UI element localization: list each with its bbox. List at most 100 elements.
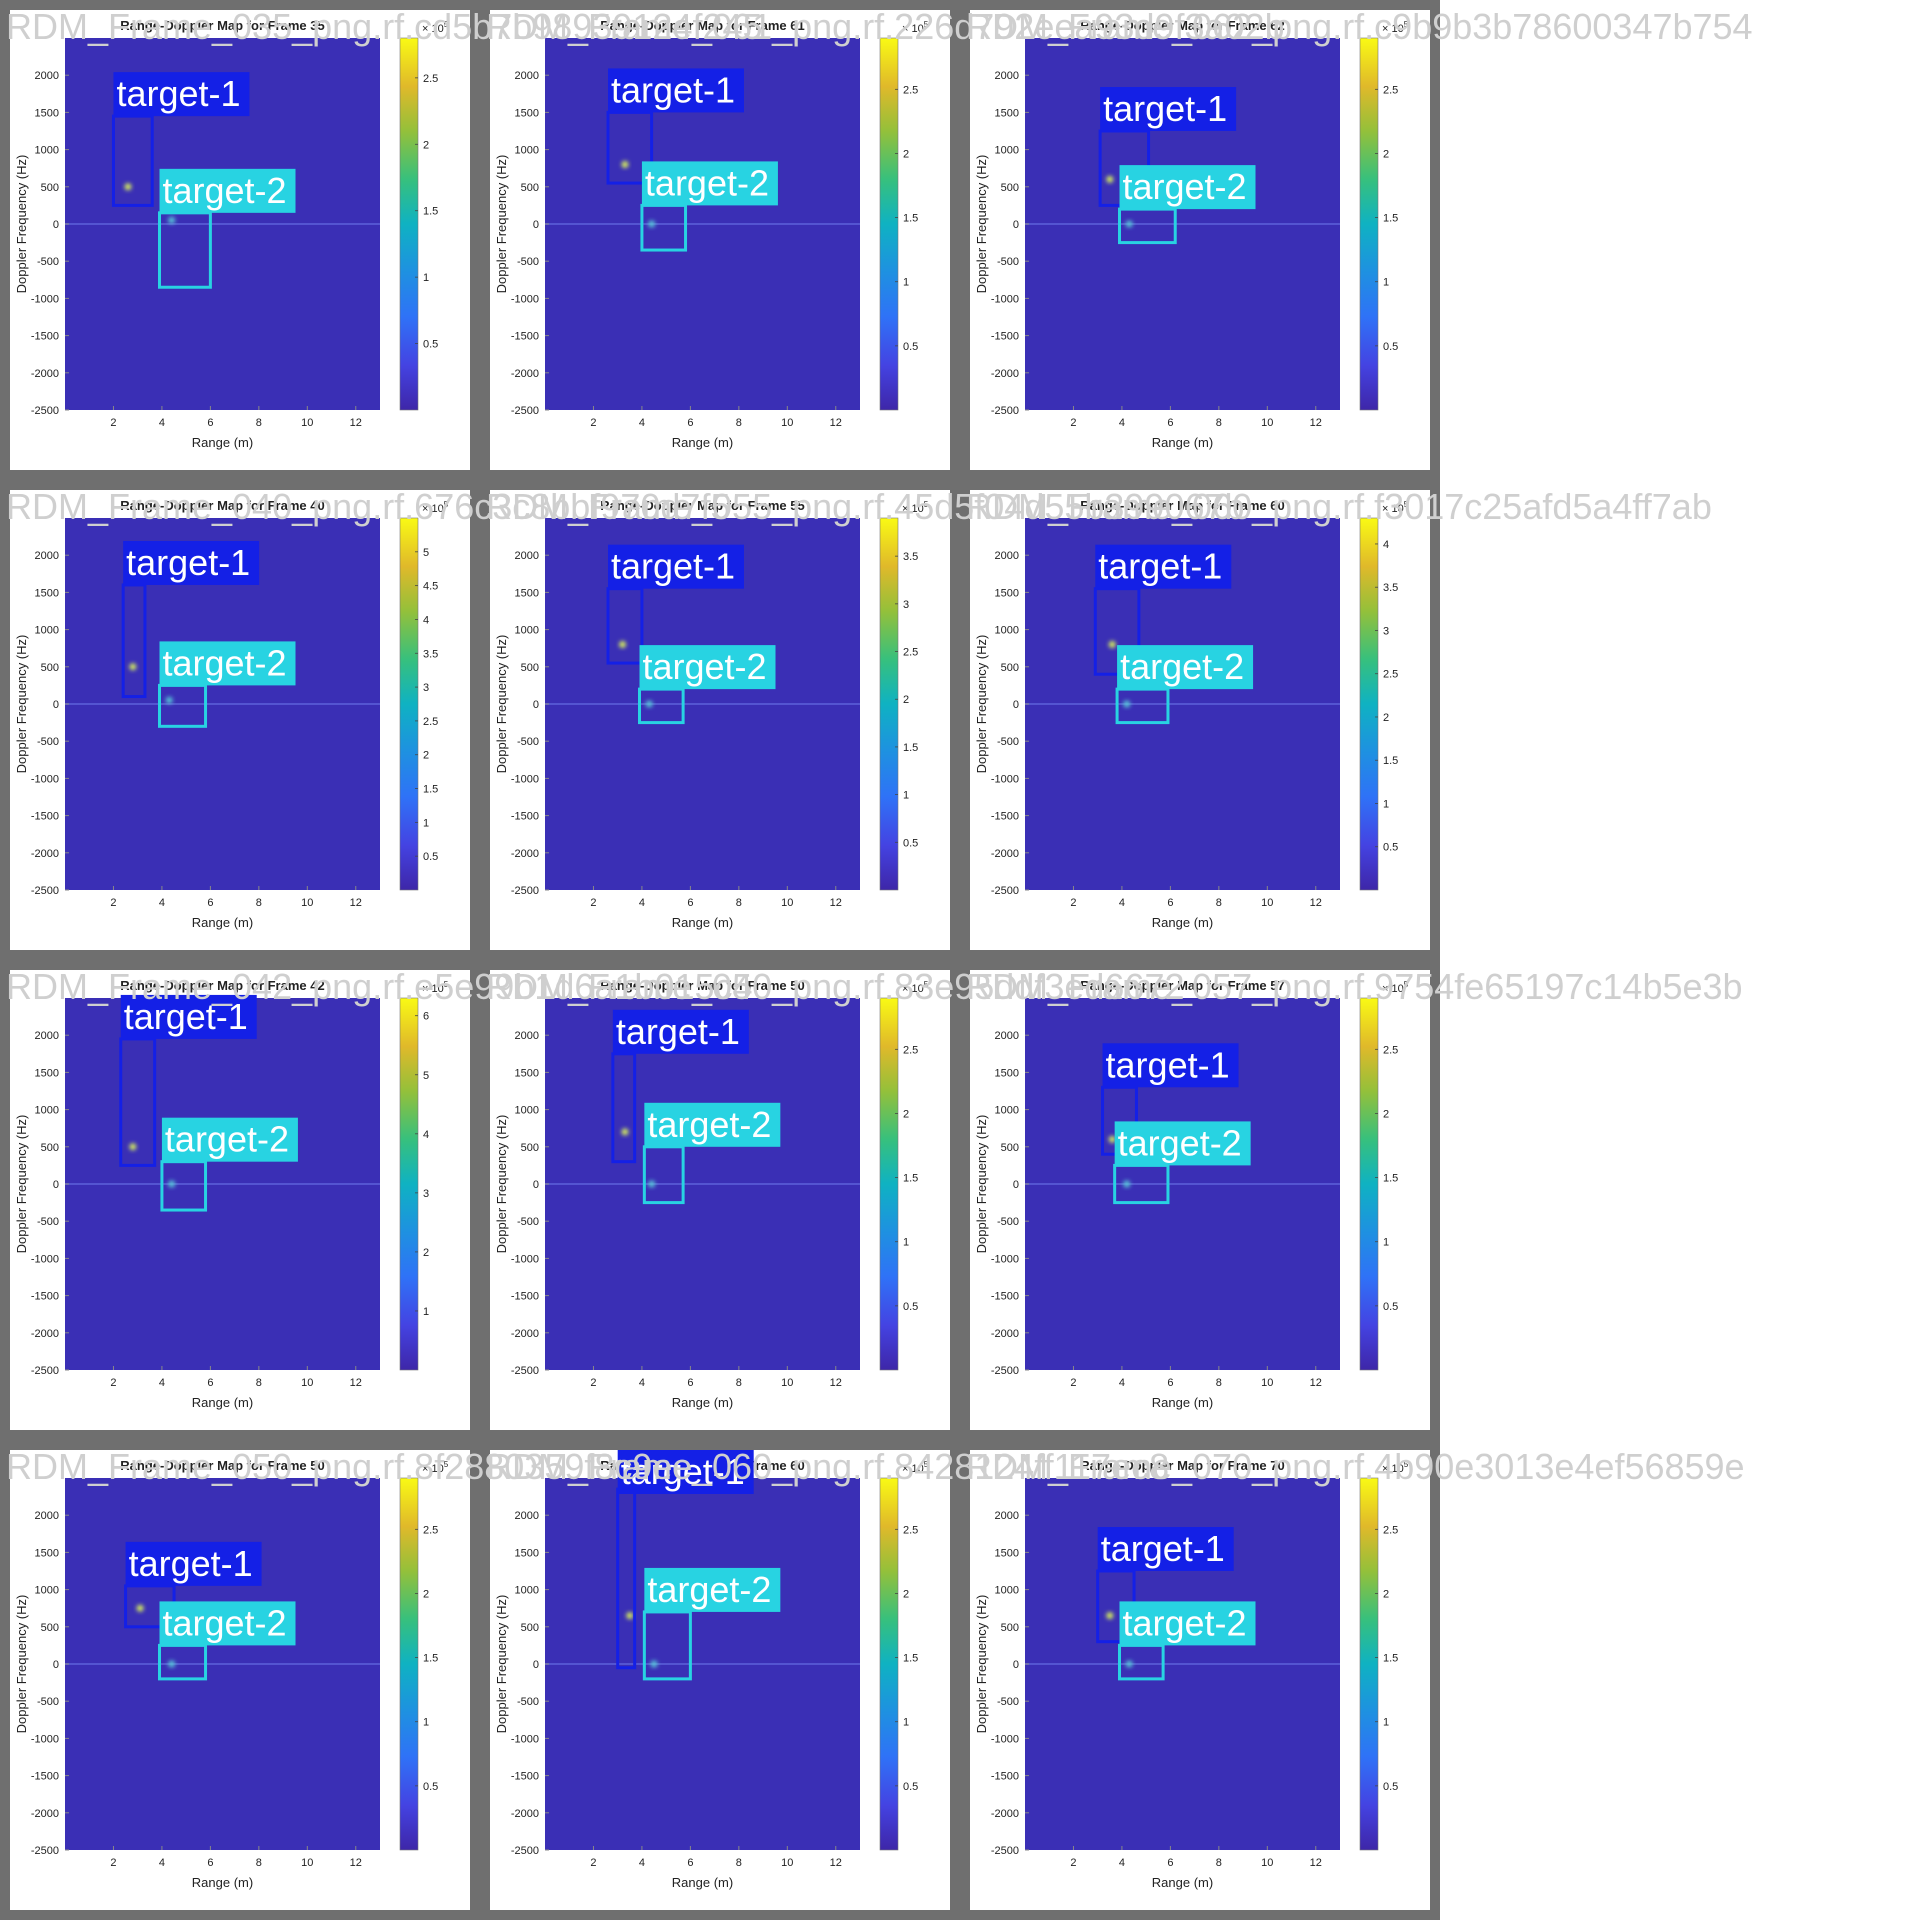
range-doppler-chart: Range-Doppler Map for Frame 622000150010… — [974, 18, 1409, 450]
x-tick-label: 4 — [159, 417, 165, 429]
y-tick-label: -2000 — [991, 368, 1019, 380]
y-tick-label: -1000 — [511, 293, 539, 305]
colorbar-tick-label: 1.5 — [1383, 755, 1398, 767]
y-tick-label: 0 — [533, 219, 539, 231]
colorbar-tick-label: 1 — [423, 272, 429, 284]
colorbar-tick-label: 1 — [903, 277, 909, 289]
y-tick-label: -1000 — [991, 773, 1019, 785]
colorbar-exponent: × 105 — [422, 1460, 449, 1475]
x-tick-label: 8 — [736, 897, 742, 909]
y-tick-label: -1000 — [511, 1733, 539, 1745]
x-tick-label: 4 — [1119, 417, 1125, 429]
x-tick-label: 6 — [1167, 1377, 1173, 1389]
x-tick-label: 6 — [207, 1857, 213, 1869]
y-tick-label: 1500 — [995, 107, 1019, 119]
colorbar-tick-label: 1 — [423, 1306, 429, 1318]
x-tick-label: 2 — [110, 1857, 116, 1869]
y-tick-label: 2000 — [995, 1030, 1019, 1042]
x-tick-label: 12 — [830, 417, 842, 429]
target-hotspot — [645, 700, 653, 708]
tile-canvas: Range-Doppler Map for Frame 55 2000 1500 10… — [490, 490, 950, 950]
plot-title: Range-Doppler Map for Frame 50 — [600, 978, 804, 993]
y-tick-label: 1500 — [515, 1547, 539, 1559]
colorbar-tick-label: 1.5 — [423, 1653, 438, 1665]
x-tick-label: 4 — [1119, 1377, 1125, 1389]
x-tick-label: 8 — [1216, 897, 1222, 909]
plot-title: Range-Doppler Map for Frame 62 — [1080, 18, 1284, 33]
tile-canvas: Range-Doppler Map for Frame 602000150010… — [490, 1450, 950, 1910]
target-hotspot — [650, 1660, 658, 1668]
colorbar-tick-label: 5 — [423, 1070, 429, 1082]
colorbar-tick-label: 5 — [423, 547, 429, 559]
x-axis-label: Range (m) — [192, 1395, 253, 1410]
x-tick-label: 4 — [1119, 897, 1125, 909]
colorbar-tick-label: 1 — [903, 1717, 909, 1729]
x-tick-label: 2 — [1070, 897, 1076, 909]
y-tick-label: -2000 — [511, 848, 539, 860]
colorbar-tick-label: 2.5 — [1383, 1524, 1398, 1536]
x-tick-label: 6 — [207, 417, 213, 429]
y-axis-label: Doppler Frequency (Hz) — [14, 1595, 29, 1734]
colorbar-tick-label: 1.5 — [903, 1653, 918, 1665]
colorbar — [879, 1477, 899, 1851]
bbox-target-2 — [158, 1643, 208, 1681]
x-tick-label: 12 — [830, 1377, 842, 1389]
x-tick-label: 12 — [1310, 897, 1322, 909]
target-hotspot — [129, 1143, 137, 1151]
y-tick-label: -2500 — [991, 1845, 1019, 1857]
y-tick-label: -2000 — [31, 1328, 59, 1340]
colorbar-tick-label: 1.5 — [903, 742, 918, 754]
x-tick-label: 6 — [687, 1377, 693, 1389]
colorbar — [399, 1477, 419, 1851]
colorbar-tick-label: 2 — [1383, 712, 1389, 724]
tag-label-target-2: target-2 — [1123, 166, 1247, 207]
y-tick-label: -500 — [37, 1696, 59, 1708]
y-tick-label: 0 — [533, 1179, 539, 1191]
y-tick-label: 0 — [53, 1179, 59, 1191]
x-tick-label: 8 — [256, 1857, 262, 1869]
y-axis-label: Doppler Frequency (Hz) — [494, 1595, 509, 1734]
tile-canvas: Range-Doppler Map for Frame 50 2000 1500 10… — [10, 1450, 470, 1910]
x-tick-label: 6 — [687, 1857, 693, 1869]
x-tick-label: 8 — [256, 417, 262, 429]
tag-label-target-2: target-2 — [163, 170, 287, 211]
y-tick-label: -500 — [517, 256, 539, 268]
colorbar-tick-label: 2.5 — [423, 73, 438, 85]
y-tick-label: 500 — [1001, 1142, 1019, 1154]
tag-bg-target-2 — [159, 641, 296, 686]
x-tick-label: 12 — [1310, 1377, 1322, 1389]
tag-bg-target-2 — [161, 1117, 298, 1162]
y-tick-label: -2000 — [991, 1328, 1019, 1340]
x-tick-label: 10 — [1261, 1857, 1273, 1869]
y-tick-label: 0 — [53, 219, 59, 231]
tile-canvas: Range-Doppler Map for Frame 57 2000 1500 10… — [970, 970, 1430, 1430]
y-axis-label: Doppler Frequency (Hz) — [494, 1115, 509, 1254]
tag-label-target-1: target-1 — [126, 542, 250, 583]
colorbar — [879, 37, 899, 411]
colorbar-tick-label: 2.5 — [423, 1524, 438, 1536]
colorbar-tick-label: 2.5 — [423, 716, 438, 728]
tag-label-target-1: target-1 — [1106, 1044, 1230, 1085]
colorbar-tick-label: 1 — [1383, 1237, 1389, 1249]
y-tick-label: 1000 — [515, 625, 539, 637]
x-axis-label: Range (m) — [672, 1395, 733, 1410]
bbox-target-2 — [158, 683, 208, 728]
y-tick-label: -2500 — [511, 405, 539, 417]
x-tick-label: 6 — [1167, 1857, 1173, 1869]
y-axis-label: Doppler Frequency (Hz) — [14, 155, 29, 294]
x-tick-label: 6 — [1167, 897, 1173, 909]
y-tick-label: -2500 — [991, 1365, 1019, 1377]
x-tick-label: 4 — [159, 897, 165, 909]
x-axis-label: Range (m) — [1152, 1875, 1213, 1890]
tag-label-target-1: target-1 — [129, 1543, 253, 1584]
y-tick-label: 500 — [1001, 182, 1019, 194]
y-tick-label: -2000 — [31, 368, 59, 380]
x-tick-label: 4 — [159, 1857, 165, 1869]
y-tick-label: 1500 — [995, 1067, 1019, 1079]
rdm-tile: Range-Doppler Map for Frame 50 2000 1500 10… — [0, 1440, 692, 1920]
y-tick-label: -1500 — [991, 331, 1019, 343]
colorbar-tick-label: 2.5 — [903, 647, 918, 659]
colorbar-tick-label: 2 — [903, 148, 909, 160]
y-tick-label: 2000 — [995, 70, 1019, 82]
